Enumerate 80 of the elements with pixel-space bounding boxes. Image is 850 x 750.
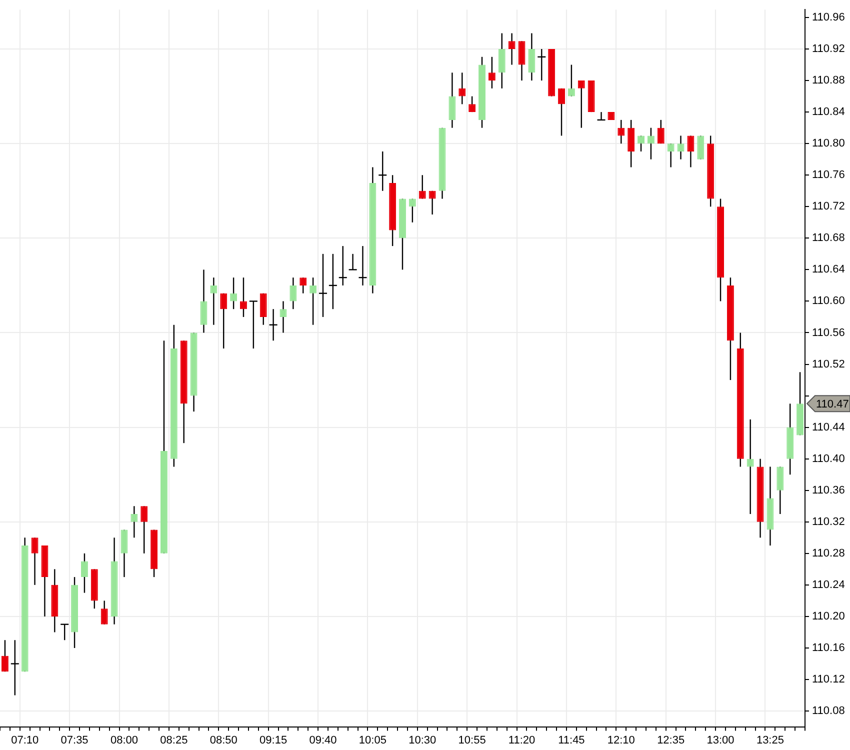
y-tick-label: 110.68 — [812, 232, 845, 244]
x-tick-label: 08:25 — [160, 734, 188, 746]
y-tick-label: 110.52 — [812, 358, 845, 370]
x-tick-label: 12:35 — [657, 734, 685, 746]
y-tick-label: 110.12 — [812, 674, 845, 686]
y-tick-label: 110.44 — [812, 421, 845, 434]
candlestick — [408, 198, 416, 223]
y-tick-label: 110.20 — [812, 610, 845, 622]
x-tick-label: 09:15 — [260, 734, 288, 746]
candlestick — [130, 506, 138, 538]
candlestick — [568, 64, 575, 97]
x-tick-label: 10:30 — [408, 734, 436, 746]
y-tick-label: 110.60 — [812, 295, 845, 308]
candlestick — [618, 119, 625, 144]
candlestick — [518, 40, 526, 82]
candlestick — [558, 88, 565, 136]
candlestick — [290, 276, 297, 310]
candlestick — [458, 72, 466, 105]
x-tick-label: 13:00 — [706, 734, 734, 746]
candlestick — [468, 96, 476, 113]
text: 110.47 — [816, 398, 849, 411]
y-tick-label: 110.16 — [812, 642, 845, 654]
x-tick-label: 09:40 — [309, 734, 337, 746]
candlestick — [140, 506, 148, 554]
candlestick — [80, 552, 88, 594]
candlestick — [100, 600, 108, 625]
candlestick — [220, 292, 228, 350]
candlestick — [647, 127, 654, 160]
candlestick — [230, 276, 238, 310]
candlestick — [1, 640, 8, 672]
candlestick — [120, 529, 128, 578]
x-tick-label: 13:25 — [756, 734, 784, 746]
candlestick — [300, 276, 307, 294]
x-tick-label: 08:00 — [110, 734, 138, 746]
candlestick — [628, 119, 635, 168]
candlestick — [448, 72, 456, 128]
x-tick-label: 10:05 — [358, 734, 386, 746]
y-tick-label: 110.88 — [812, 74, 845, 87]
y-tick-label: 110.84 — [812, 106, 845, 118]
candlestick — [428, 190, 436, 216]
y-tick-label: 110.08 — [812, 705, 845, 718]
candlestick — [240, 276, 247, 318]
candlestick — [200, 269, 208, 334]
candlestick — [418, 174, 426, 200]
y-tick-label: 110.28 — [812, 547, 845, 560]
y-tick-label: 110.92 — [812, 43, 845, 56]
candlestick — [310, 276, 317, 326]
candlestick — [260, 292, 267, 326]
y-tick-label: 110.36 — [812, 484, 845, 496]
candlestick — [508, 32, 516, 66]
y-tick-label: 110.80 — [812, 138, 845, 150]
candlestick — [657, 119, 664, 144]
candlestick — [488, 56, 496, 90]
x-tick-label: 07:35 — [60, 734, 88, 746]
y-tick-label: 110.24 — [812, 578, 845, 591]
candlestick — [638, 135, 644, 152]
x-tick-label: 10:55 — [458, 734, 486, 746]
x-tick-label: 11:45 — [558, 734, 585, 746]
candlestick — [677, 135, 684, 160]
candlestick — [498, 32, 506, 90]
candlestick — [210, 276, 218, 326]
candlestick — [280, 300, 287, 334]
candlestick — [528, 32, 536, 82]
x-tick-label: 11:20 — [508, 734, 536, 746]
y-tick-label: 110.40 — [812, 452, 845, 465]
candlestick — [687, 135, 694, 168]
y-tick-label: 110.72 — [812, 200, 845, 213]
y-tick-label: 110.56 — [812, 326, 845, 339]
y-tick-label: 110.96 — [812, 12, 845, 24]
y-tick-label: 110.76 — [812, 169, 845, 182]
candlestick — [746, 418, 754, 515]
candlestick — [578, 80, 585, 128]
y-tick-label: 110.32 — [812, 516, 845, 528]
candlestick — [776, 466, 784, 515]
x-tick-label: 08:50 — [210, 734, 238, 746]
candlestick — [31, 537, 38, 586]
x-tick-label: 12:10 — [607, 734, 635, 746]
x-tick-label: 07:10 — [11, 734, 39, 746]
candlestick — [667, 142, 674, 168]
y-tick-label: 110.64 — [812, 264, 845, 276]
